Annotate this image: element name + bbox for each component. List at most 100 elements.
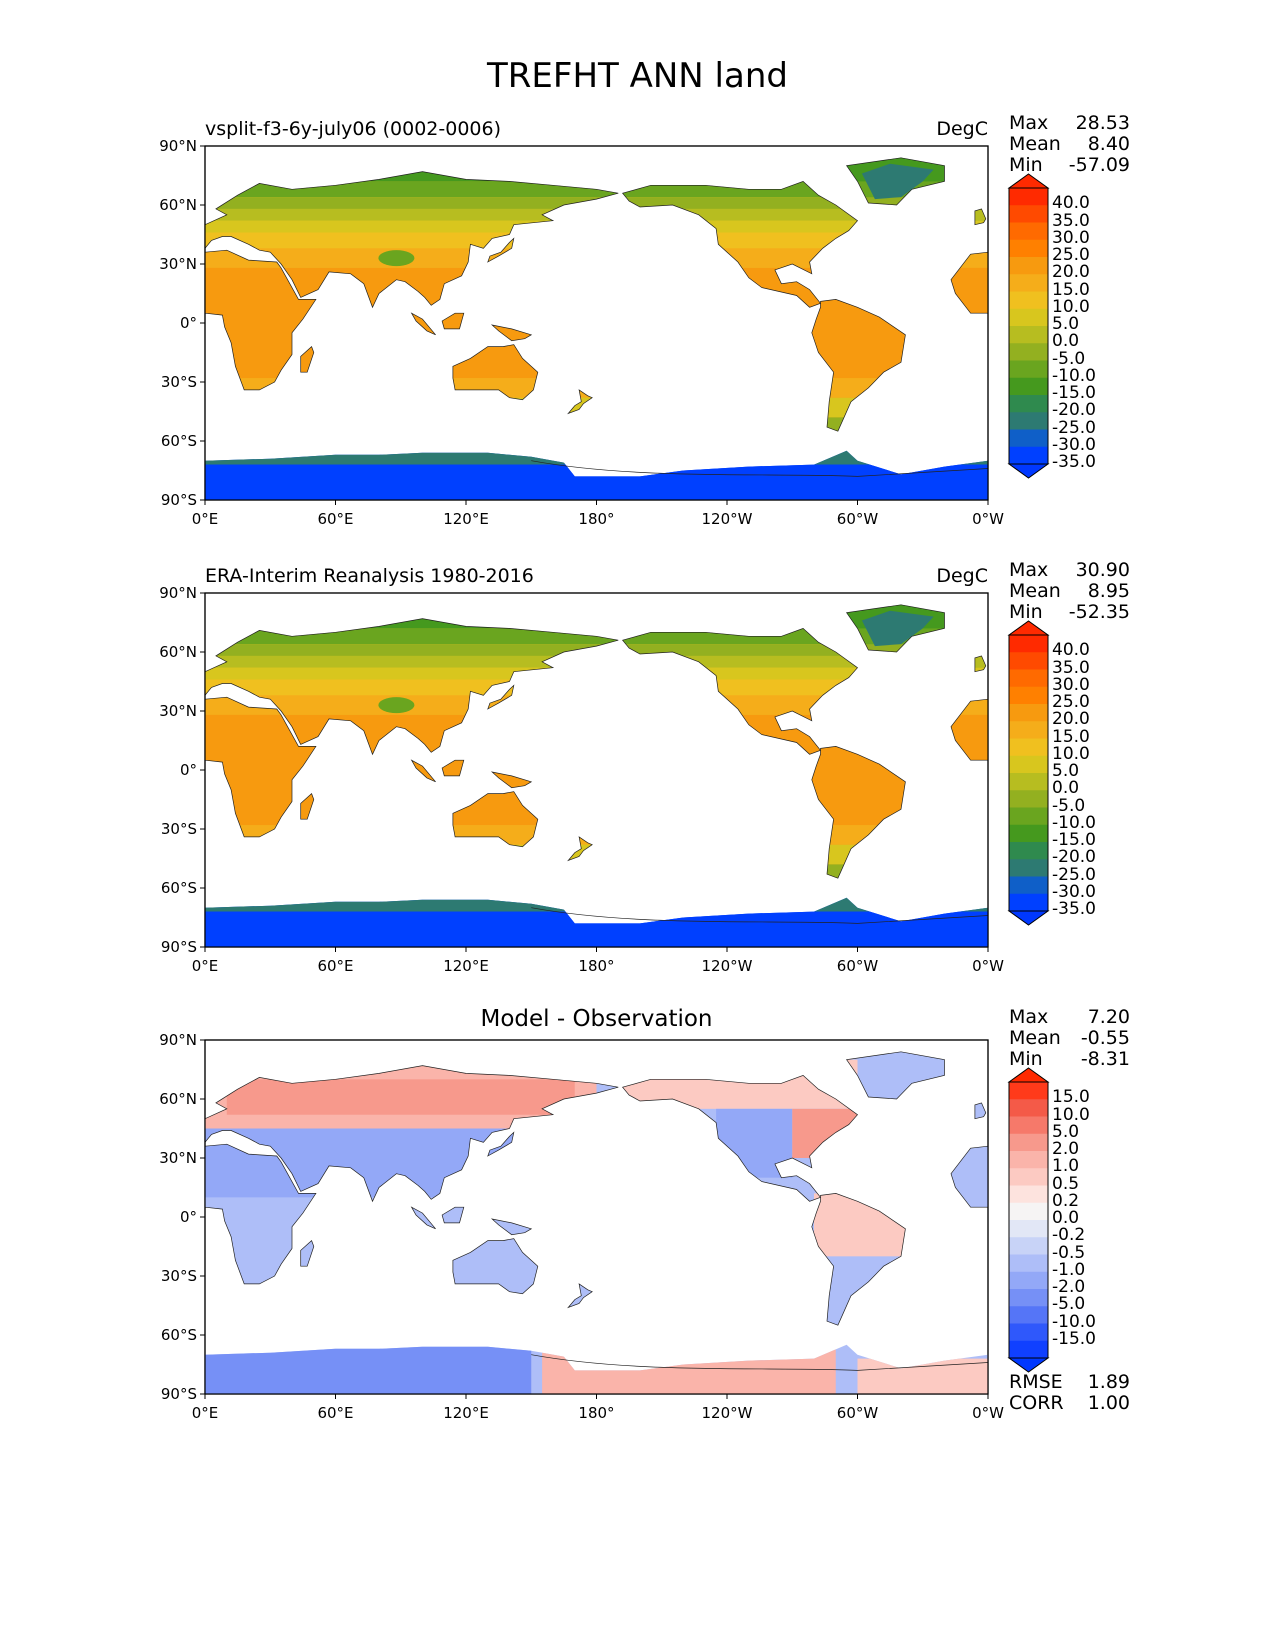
greenland-ice [861, 610, 934, 647]
colorbar-swatch [1009, 412, 1048, 430]
colorbar-swatch [1009, 1082, 1048, 1100]
lat-tick-label: 30°S [160, 1267, 197, 1285]
rmse-label: RMSE [1009, 1371, 1063, 1393]
coastline [490, 771, 533, 789]
colorbar-tick-label: -30.0 [1052, 434, 1096, 455]
coastline [487, 684, 515, 710]
stat-mean-label: Mean [1009, 580, 1061, 602]
colorbar-tick-label: 0.0 [1052, 331, 1080, 352]
coastline [410, 312, 436, 336]
colorbar-tick-label: -10.0 [1052, 812, 1096, 833]
lon-tick-label: 0°E [191, 510, 219, 528]
figure-title: TREFHT ANN land [487, 56, 788, 96]
lat-tick-label: 60°S [160, 432, 197, 450]
coastline [567, 836, 593, 862]
coastline [950, 698, 988, 761]
coastline [621, 180, 859, 308]
coastline [205, 171, 619, 309]
antarctic-coastline [531, 1354, 988, 1371]
antarctic-coastline [531, 907, 988, 924]
colorbar-swatch [1009, 205, 1048, 223]
coastline [845, 604, 945, 653]
colorbar-swatch [1009, 773, 1048, 791]
land-ng [492, 1219, 532, 1235]
stat-mean-value: 8.40 [1087, 133, 1130, 155]
stat-min-value: -52.35 [1068, 601, 1130, 623]
lat-tick-label: 60°S [160, 1326, 197, 1344]
colorbar-tick-label: 5.0 [1052, 1121, 1080, 1142]
colorbar-tick-label: -0.5 [1052, 1242, 1086, 1263]
coastline [205, 696, 317, 838]
lon-tick-label: 180° [578, 510, 615, 528]
coastline [487, 1131, 515, 1157]
colorbar-swatch [1009, 824, 1048, 843]
coastline [452, 791, 539, 848]
colorbar-tick-label: 15.0 [1052, 1087, 1090, 1108]
colorbar-swatch [1009, 343, 1048, 361]
lat-tick-label: 90°S [160, 1385, 197, 1403]
lat-tick-label: 0° [179, 1208, 197, 1226]
colorbar-tick-label: -2.0 [1052, 1277, 1086, 1297]
stat-max-value: 28.53 [1075, 112, 1130, 134]
stat-mean-value: -0.55 [1080, 1027, 1130, 1049]
colorbar-tick-label: -25.0 [1052, 417, 1096, 438]
colorbar-swatch [1009, 1271, 1048, 1290]
colorbar-swatch [1009, 1340, 1048, 1359]
colorbar-swatch [1009, 1185, 1048, 1204]
lon-tick-label: 60°E [317, 957, 354, 975]
coastline [410, 759, 436, 783]
stat-max-value: 7.20 [1087, 1006, 1130, 1028]
colorbar-tick-label: -5.0 [1052, 1294, 1086, 1315]
lat-tick-label: 30°N [159, 1149, 197, 1167]
lon-tick-label: 60°E [317, 1404, 354, 1422]
stat-min-label: Min [1009, 154, 1043, 176]
coastline [205, 1143, 317, 1285]
antarctic-coastline [531, 460, 988, 477]
coastline [205, 618, 619, 756]
coastline [845, 1051, 945, 1100]
coastline [490, 1218, 533, 1236]
colorbar-swatch [1009, 257, 1048, 275]
coastline [441, 1206, 465, 1224]
land-sumatra [411, 1207, 436, 1229]
lat-tick-label: 90°S [160, 938, 197, 956]
lon-tick-label: 60°W [836, 957, 879, 975]
colorbar-tick-label: 0.0 [1052, 778, 1080, 799]
colorbar-tick-label: -15.0 [1052, 1328, 1096, 1349]
colorbar-swatch [1009, 1202, 1048, 1221]
coastline [441, 312, 465, 330]
colorbar-frame [1008, 634, 1049, 912]
colorbar-tick-label: -0.2 [1052, 1225, 1086, 1246]
colorbar-swatch [1009, 755, 1048, 774]
colorbar-swatch [1009, 790, 1048, 808]
land-africa_w [951, 1146, 988, 1208]
stat-max-label: Max [1009, 559, 1049, 581]
diff-region [226, 1079, 575, 1115]
colorbar-tick-label: -1.0 [1052, 1259, 1086, 1280]
colorbar-tick-label: -25.0 [1052, 864, 1096, 885]
coastline [811, 746, 906, 879]
colorbar-tick-label: -10.0 [1052, 365, 1096, 386]
lat-tick-label: 90°N [159, 137, 197, 155]
tibet-plateau [378, 697, 415, 714]
colorbar-swatch [1009, 1323, 1048, 1342]
colorbar-tick-label: -30.0 [1052, 881, 1096, 902]
coastline [441, 759, 465, 777]
coastline [410, 1206, 436, 1230]
colorbar-tick-label: -20.0 [1052, 847, 1096, 868]
colorbar-swatch [1009, 377, 1048, 396]
colorbar-swatch [1009, 738, 1048, 757]
stat-min-value: -57.09 [1068, 154, 1130, 176]
colorbar-tick-label: -20.0 [1052, 400, 1096, 421]
panel-title: vsplit-f3-6y-july06 (0002-0006) [205, 118, 502, 140]
lon-tick-label: 60°E [317, 510, 354, 528]
colorbar-tick-label: 10.0 [1052, 1104, 1090, 1125]
lat-tick-label: 60°N [159, 196, 197, 214]
lat-tick-label: 30°N [159, 702, 197, 720]
colorbar-swatch [1009, 635, 1048, 653]
stat-min-value: -8.31 [1080, 1048, 1130, 1070]
colorbar-tick-label: 10.0 [1052, 743, 1090, 764]
colorbar-swatch [1009, 188, 1048, 206]
lon-tick-label: 180° [578, 957, 615, 975]
colorbar-tick-label: 1.0 [1052, 1156, 1080, 1177]
